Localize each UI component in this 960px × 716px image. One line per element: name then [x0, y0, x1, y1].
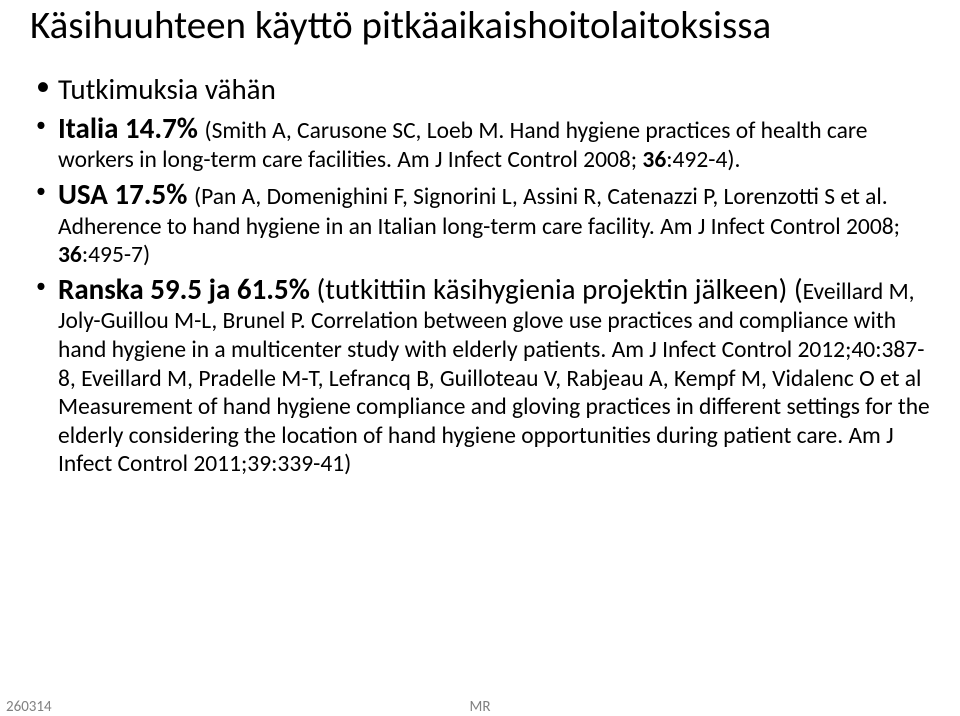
bullet3-tailrest: :495-7) [82, 241, 150, 269]
bullet3-lead: USA 17.5% [58, 176, 194, 212]
bullet3-tailbold: 36 [58, 241, 82, 269]
bullet4-mid: (tutkittiin käsihygienia projektin jälke… [316, 271, 802, 307]
bullet-item-3: USA 17.5% (Pan A, Domenighini F, Signori… [30, 177, 930, 270]
bullet2-tailrest: :492-4). [666, 146, 740, 174]
slide-title: Käsihuuhteen käyttö pitkäaikaishoitolait… [30, 4, 930, 49]
footer-author: MR [470, 698, 491, 716]
bullet4-rest: Eveillard M, Joly-Guillou M-L, Brunel P.… [58, 278, 930, 479]
bullet4-lead: Ranska 59.5 ja 61.5% [58, 271, 316, 307]
bullet-list: Tutkimuksia vähän Italia 14.7% (Smith A,… [30, 71, 930, 479]
bullet2-tailbold: 36 [642, 146, 666, 174]
bullet-item-1: Tutkimuksia vähän [30, 71, 930, 107]
slide: Käsihuuhteen käyttö pitkäaikaishoitolait… [0, 0, 960, 491]
footer-date: 260314 [6, 698, 52, 716]
bullet-item-4: Ranska 59.5 ja 61.5% (tutkittiin käsihyg… [30, 272, 930, 479]
bullet2-lead: Italia 14.7% [58, 110, 204, 146]
bullet-item-2: Italia 14.7% (Smith A, Carusone SC, Loeb… [30, 111, 930, 175]
